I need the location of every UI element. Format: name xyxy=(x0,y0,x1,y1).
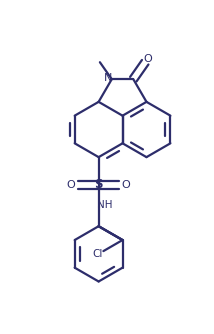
Text: O: O xyxy=(67,180,75,190)
Text: S: S xyxy=(94,178,103,191)
Text: N: N xyxy=(104,73,112,83)
Text: Cl: Cl xyxy=(92,249,103,259)
Text: O: O xyxy=(144,54,153,64)
Text: NH: NH xyxy=(97,200,112,210)
Text: O: O xyxy=(122,180,131,190)
